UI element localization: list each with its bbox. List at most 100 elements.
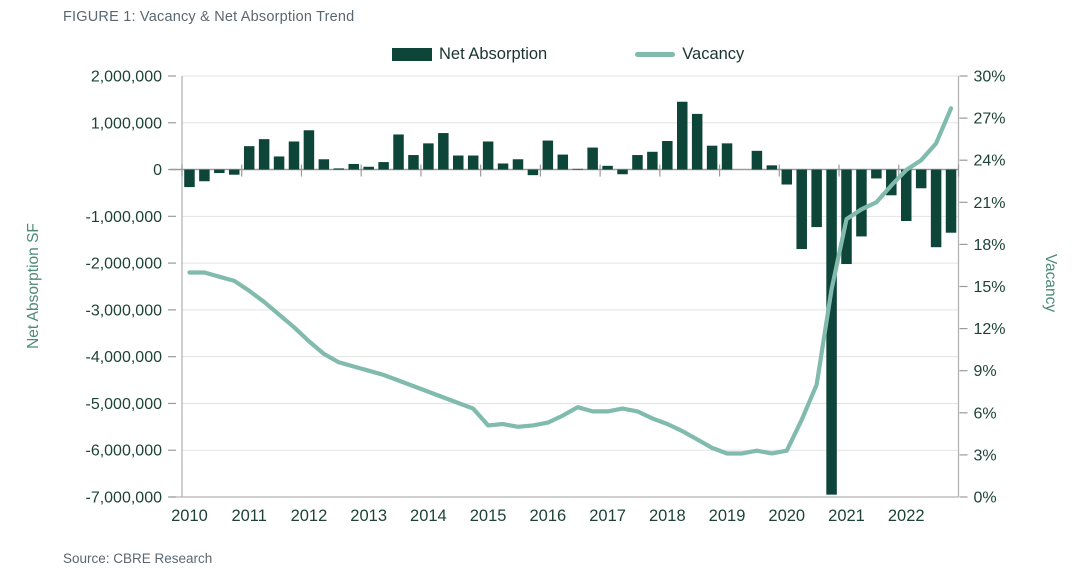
net-absorption-bar [796,169,807,250]
net-absorption-bars [184,101,957,495]
year-label: 2019 [709,507,746,525]
left-tick-label: 1,000,000 [91,115,162,132]
year-label: 2018 [649,507,686,525]
right-tick-label: 9% [974,363,997,380]
net-absorption-bar [408,155,419,170]
net-absorption-bar [871,169,882,179]
right-tick-label: 18% [974,237,1006,254]
year-label: 2014 [410,507,447,525]
legend-label-vacancy: Vacancy [682,45,745,63]
left-tick-label: -4,000,000 [85,349,162,366]
net-absorption-bar [482,141,494,170]
right-tick-label: 6% [974,405,997,422]
right-tick-label: 24% [974,153,1006,170]
net-absorption-bar [691,113,703,170]
year-label: 2021 [828,507,865,525]
net-absorption-bar [497,163,509,170]
year-label: 2016 [529,507,566,525]
net-absorption-bar [273,156,285,170]
legend-item-vacancy: Vacancy [635,45,744,64]
net-absorption-bar [318,159,330,170]
chart-legend: Net Absorption Vacancy [392,45,744,64]
axis-tick-labels: 2,000,000 1,000,000 0 -1,000,000 -2,000,000 -… [85,69,1005,526]
left-tick-label: -3,000,000 [85,302,162,319]
net-absorption-bar [856,169,867,237]
axes [168,75,968,498]
net-absorption-bar [900,169,912,222]
vacancy-trend-line [187,106,954,456]
left-tick-label: -1,000,000 [85,209,162,226]
left-tick-label: 2,000,000 [91,69,162,86]
right-tick-label: 15% [974,279,1006,296]
right-axis-title: Vacancy [1042,254,1059,313]
net-absorption-bar [199,169,210,182]
left-tick-label: 0 [153,162,162,179]
left-tick-label: -5,000,000 [85,396,162,413]
left-tick-label: -7,000,000 [85,490,162,507]
year-label: 2013 [350,507,387,525]
net-absorption-bar [826,169,837,495]
net-absorption-bar [333,168,345,170]
net-absorption-bar [288,141,300,170]
vacancy-swatch-icon [635,52,676,57]
net-absorption-bar [945,169,957,233]
left-tick-label: -6,000,000 [85,443,162,460]
legend-label-net-absorption: Net Absorption [439,45,548,63]
left-tick-label: -2,000,000 [85,256,162,273]
net-absorption-bar [632,155,643,170]
net-absorption-bar [467,155,479,170]
net-absorption-bar [184,169,195,188]
right-tick-label: 27% [974,111,1006,128]
net-absorption-bar [214,169,225,174]
net-absorption-bar [557,154,569,170]
net-absorption-bar [766,165,778,170]
net-absorption-bar [915,169,927,189]
year-label: 2022 [888,507,925,525]
net-absorption-bar [512,159,524,170]
net-absorption-bar [662,141,673,170]
net-absorption-swatch-icon [392,48,432,61]
right-tick-label: 30% [974,69,1006,86]
net-absorption-bar [706,145,718,170]
net-absorption-bar [811,169,822,228]
net-absorption-bar [378,162,389,170]
net-absorption-bar [258,139,270,170]
net-absorption-bar [438,133,449,170]
year-label: 2015 [470,507,507,525]
net-absorption-bar [647,151,658,170]
net-absorption-bar [542,140,554,170]
net-absorption-bar [721,143,733,170]
net-absorption-bar [886,169,897,196]
net-absorption-bar [676,101,688,170]
year-label: 2017 [589,507,626,525]
year-label: 2010 [171,507,208,525]
right-tick-label: 12% [974,321,1006,338]
net-absorption-bar [303,130,315,170]
net-absorption-bar [393,134,404,170]
net-absorption-bar [930,169,942,248]
net-absorption-bar [527,169,539,176]
figure-title: FIGURE 1: Vacancy & Net Absorption Trend [63,9,355,25]
right-tick-label: 3% [974,447,997,464]
net-absorption-bar [617,169,628,175]
net-absorption-bar [423,143,434,170]
right-tick-label: 21% [974,195,1006,212]
net-absorption-bar [572,168,583,170]
net-absorption-bar [453,155,464,170]
right-tick-label: 0% [974,490,997,507]
year-label: 2012 [291,507,328,525]
source-note: Source: CBRE Research [63,551,213,566]
year-label: 2020 [768,507,805,525]
legend-item-net-absorption: Net Absorption [392,45,547,64]
net-absorption-bar [587,147,598,170]
gridlines [182,75,959,498]
vacancy-line [187,106,954,456]
net-absorption-bar [602,165,613,170]
net-absorption-bar [243,146,255,170]
year-label: 2011 [231,507,266,525]
net-absorption-bar [229,169,240,175]
net-absorption-bar [363,166,374,170]
net-absorption-bar [348,163,359,170]
